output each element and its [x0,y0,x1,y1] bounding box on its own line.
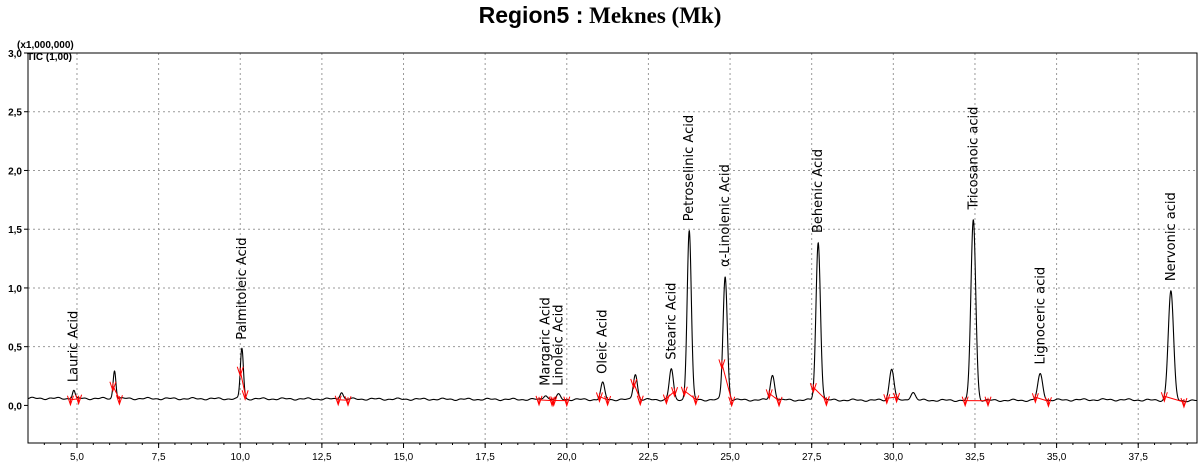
integration-baseline [1164,395,1185,403]
integration-arrow [961,396,969,408]
x-tick-label: 20,0 [557,452,577,463]
integration-arrow [604,395,612,407]
integration-arrow [66,395,74,407]
peak-label: Lauric Acid [67,311,82,382]
peak-label: Lignoceric acid [1033,267,1048,365]
y-tick-label: 0,0 [8,401,22,412]
x-tick-label: 22,5 [639,452,659,463]
x-tick-label: 15,0 [394,452,414,463]
integration-arrow [671,387,679,398]
peak-label: Stearic Acid [664,283,679,360]
integration-arrow [822,396,830,407]
x-tick-label: 25,0 [720,452,740,463]
integration-arrow [680,386,688,398]
integration-arrow [630,378,638,390]
integration-arrow [1180,397,1188,409]
x-tick-label: 30,0 [884,452,904,463]
integration-arrow [883,394,891,405]
integration-arrow [109,381,117,393]
x-tick-label: 32,5 [965,452,985,463]
peak-label: Petroselinic Acid [682,115,697,221]
integration-arrow [1031,393,1039,404]
chart-title-place: Meknes (Mk) [589,3,722,28]
integration-arrow [765,389,773,400]
y-tick-label: 2,5 [8,108,22,119]
integration-baseline [721,363,733,401]
grid-lines [28,53,1197,443]
integration-arrow [563,396,571,408]
peak-label: α-Linolenic Acid [718,164,733,267]
peak-label: Behenic Acid [811,149,826,233]
trace-group [27,219,1198,403]
integration-arrow [115,395,123,406]
x-tick-label: 35,0 [1047,452,1067,463]
integration-arrow [636,395,644,407]
integration-arrow [662,394,670,406]
peak-label: Margaric Acid [539,297,554,385]
integration-arrow [550,396,558,408]
axes: 5,0 7,5 10,0 12,5 15,0 17,5 20,0 22,5 25,0 27,5 30… [8,49,1198,463]
integration-arrow [984,396,992,408]
integration-arrow [692,395,700,406]
integration-arrow [728,396,736,408]
y-tick-label: 0,5 [8,343,22,354]
x-tick-label: 7,5 [152,452,166,463]
chart-title-region: Region5 : [478,2,584,28]
chart-title: Region5 : Meknes (Mk) [0,2,1200,29]
peak-label: Oleic Acid [596,309,611,373]
trace-label: TIC (1,00) [27,52,72,63]
integration-arrow [241,390,249,401]
x-tick-label: 27,5 [802,452,822,463]
x-tick-label: 17,5 [475,452,495,463]
peak-labels: Lauric Acid Palmitoleic Acid Margaric Acid… [67,107,1179,386]
integration-arrow [535,395,543,407]
integration-arrow [236,366,244,378]
peak-label: Palmitoleic Acid [235,237,250,339]
integration-arrow [1044,397,1052,408]
y-tick-label: 3,0 [8,49,22,60]
integration-arrow [1160,392,1168,403]
peak-label: Nervonic acid [1164,192,1179,281]
integration-arrow [334,395,342,407]
y-tick-label: 1,0 [8,284,22,295]
x-tick-label: 37,5 [1128,452,1148,463]
integration-arrow [775,396,783,408]
peak-label: Linoleic Acid [552,304,567,385]
tic-trace [27,219,1198,403]
integration-arrow [809,383,817,394]
y-tick-label: 2,0 [8,166,22,177]
x-tick-label: 5,0 [70,452,84,463]
integration-arrow [595,392,603,404]
integration-arrow [718,359,726,370]
x-tick-label: 12,5 [312,452,332,463]
integration-arrow [893,392,901,404]
integration-marks [66,359,1188,409]
integration-arrow [75,394,83,406]
y-multiplier-label: (x1,000,000) [17,40,74,51]
peak-label: Tricosanoic acid [966,107,981,211]
plot-frame [27,52,1198,444]
y-tick-label: 1,5 [8,225,22,236]
integration-arrow [344,396,352,407]
x-tick-label: 10,0 [231,452,251,463]
